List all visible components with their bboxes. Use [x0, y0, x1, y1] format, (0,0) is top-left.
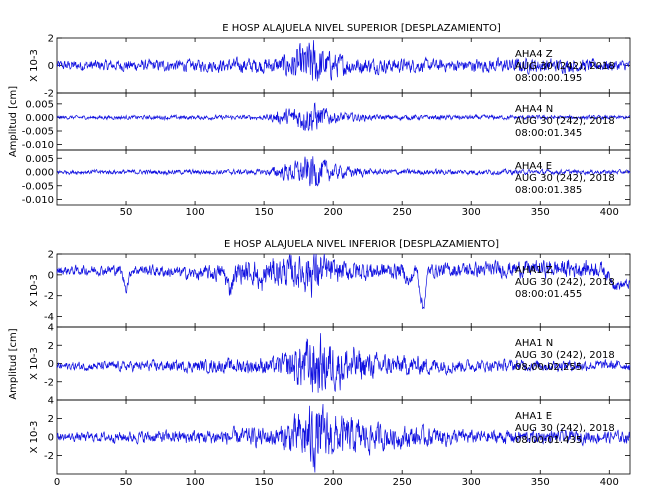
- y-tick-label: 0.000: [25, 113, 54, 124]
- date-label: AUG 30 (242), 2018: [515, 277, 615, 288]
- date-label: AUG 30 (242), 2018: [515, 423, 615, 434]
- x-tick-label: 100: [186, 207, 205, 218]
- date-label: AUG 30 (242), 2018: [515, 61, 615, 72]
- y-tick-label: 2: [48, 414, 54, 425]
- scale-label: X 10-3: [29, 347, 40, 380]
- y-tick-label: -2: [44, 451, 54, 462]
- time-label: 08:00:01.345: [515, 128, 582, 139]
- x-tick-label: 150: [255, 207, 274, 218]
- station-label: AHA1 Z: [515, 265, 553, 276]
- y-tick-label: 0.005: [25, 154, 54, 165]
- scale-label: X 10-3: [29, 274, 40, 307]
- chart-title-1: E HOSP ALAJUELA NIVEL INFERIOR [DESPLAZA…: [224, 239, 499, 250]
- y-tick-label: 4: [48, 396, 54, 407]
- y-tick-label: 0: [48, 433, 54, 444]
- time-label: 08:00:01.385: [515, 185, 582, 196]
- x-tick-label: 250: [393, 477, 412, 488]
- y-tick-label: 2: [48, 341, 54, 352]
- station-label: AHA4 Z: [515, 49, 553, 60]
- y-tick-label: 0: [48, 61, 54, 72]
- y-axis-label-1: Amplitud [cm]: [8, 328, 19, 399]
- y-tick-label: 0.005: [25, 99, 54, 110]
- y-tick-label: 0.000: [25, 168, 54, 179]
- x-tick-label: 300: [462, 477, 481, 488]
- time-label: 08:00:01.435: [515, 435, 582, 446]
- time-label: 08:00:02.255: [515, 362, 582, 373]
- x-tick-label: 300: [462, 207, 481, 218]
- scale-label: X 10-3: [29, 421, 40, 454]
- station-label: AHA4 N: [515, 104, 553, 115]
- x-tick-label: 350: [531, 207, 550, 218]
- date-label: AUG 30 (242), 2018: [515, 173, 615, 184]
- scale-label: X 10-3: [29, 49, 40, 82]
- y-axis-label-0: Amplitud [cm]: [8, 86, 19, 157]
- time-label: 08:00:01.455: [515, 289, 582, 300]
- waveform-trace: [56, 253, 631, 310]
- x-tick-label: 200: [324, 207, 343, 218]
- time-label: 08:00:00.195: [515, 73, 582, 84]
- x-tick-label: 150: [255, 477, 274, 488]
- x-tick-label: 50: [120, 207, 133, 218]
- x-tick-label: 400: [600, 207, 619, 218]
- chart-title-0: E HOSP ALAJUELA NIVEL SUPERIOR [DESPLAZA…: [222, 23, 501, 34]
- y-tick-label: -0.005: [22, 127, 54, 138]
- y-tick-label: 4: [48, 323, 54, 334]
- waveform-trace: [56, 333, 631, 393]
- y-tick-label: -0.010: [22, 140, 54, 151]
- x-tick-label: 200: [324, 477, 343, 488]
- y-tick-label: 2: [48, 250, 54, 261]
- y-tick-label: -0.005: [22, 181, 54, 192]
- x-tick-label: 100: [186, 477, 205, 488]
- y-tick-label: -2: [44, 89, 54, 100]
- date-label: AUG 30 (242), 2018: [515, 116, 615, 127]
- date-label: AUG 30 (242), 2018: [515, 350, 615, 361]
- x-tick-label: 0: [54, 477, 60, 488]
- waveform-trace: [56, 156, 631, 187]
- x-tick-label: 400: [600, 477, 619, 488]
- y-tick-label: 0: [48, 359, 54, 370]
- x-tick-label: 50: [120, 477, 133, 488]
- y-tick-label: -0.010: [22, 195, 54, 206]
- waveform-trace: [56, 40, 631, 82]
- station-label: AHA4 E: [515, 161, 552, 172]
- y-tick-label: -2: [44, 291, 54, 302]
- y-tick-label: -2: [44, 377, 54, 388]
- waveform-trace: [56, 403, 631, 473]
- x-tick-label: 250: [393, 207, 412, 218]
- station-label: AHA1 E: [515, 411, 552, 422]
- y-tick-label: 2: [48, 34, 54, 45]
- panel-frame: [56, 149, 631, 206]
- x-tick-label: 350: [531, 477, 550, 488]
- station-label: AHA1 N: [515, 338, 553, 349]
- y-tick-label: -4: [44, 312, 54, 323]
- y-tick-label: 0: [48, 270, 54, 281]
- waveform-trace: [56, 102, 631, 132]
